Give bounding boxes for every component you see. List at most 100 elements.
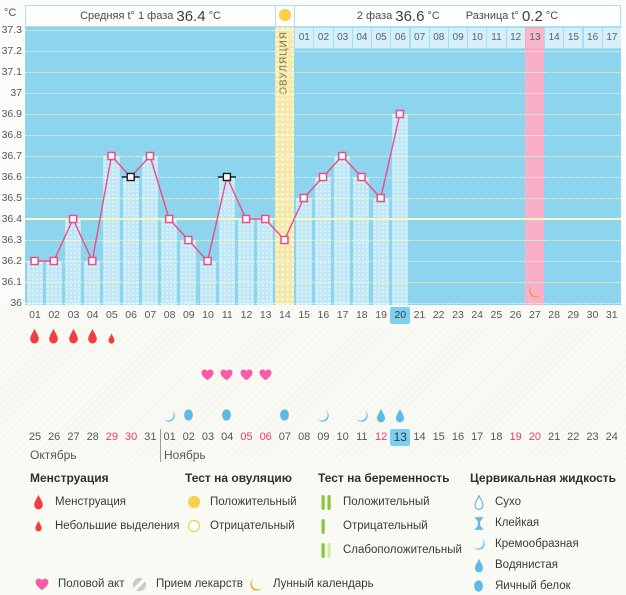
calendar-date[interactable]: 02 xyxy=(182,431,195,443)
calendar-date[interactable]: 01 xyxy=(163,431,176,443)
temperature-marker[interactable] xyxy=(30,256,39,266)
calendar-date[interactable]: 06 xyxy=(259,431,272,443)
temperature-marker[interactable] xyxy=(164,214,174,224)
cycle-day-label[interactable]: 02 xyxy=(48,309,61,321)
legend-item: Сухо xyxy=(470,493,521,511)
cycle-day-label[interactable]: 10 xyxy=(202,309,214,321)
cycle-day-label[interactable]: 27 xyxy=(529,309,541,321)
cycle-day-label[interactable]: 11 xyxy=(221,309,233,321)
calendar-date[interactable]: 21 xyxy=(547,431,561,443)
calendar-date[interactable]: 30 xyxy=(124,431,138,443)
temperature-marker[interactable] xyxy=(203,256,212,266)
temperature-marker[interactable] xyxy=(107,151,116,161)
temperature-marker[interactable] xyxy=(299,193,309,203)
cycle-day-label[interactable]: 26 xyxy=(509,309,522,321)
menstruation-drop-icon xyxy=(86,328,99,344)
cycle-day-label[interactable]: 08 xyxy=(163,309,176,321)
calendar-date[interactable]: 04 xyxy=(221,431,234,443)
cycle-day-label[interactable]: 09 xyxy=(182,309,195,321)
phase2-day-cell: 07 xyxy=(409,27,430,49)
y-axis-tick-label: 36.2 xyxy=(1,255,22,267)
cycle-day-label[interactable]: 20 xyxy=(390,307,411,324)
calendar-date[interactable]: 09 xyxy=(317,431,330,443)
cycle-day-label[interactable]: 16 xyxy=(317,309,330,321)
calendar-date[interactable]: 26 xyxy=(48,431,61,443)
legend-item: Водянистая xyxy=(470,556,558,574)
calendar-date[interactable]: 27 xyxy=(67,431,80,443)
temperature-marker[interactable] xyxy=(357,172,366,182)
calendar-date[interactable]: 19 xyxy=(509,431,522,443)
cervical-fluid-icon-drop-watery xyxy=(394,408,406,423)
temperature-marker-disturbed[interactable] xyxy=(126,172,135,182)
drop-icon xyxy=(30,494,47,510)
calendar-date[interactable]: 13 xyxy=(390,429,411,446)
temperature-marker[interactable] xyxy=(376,193,385,203)
day-temperature-column xyxy=(141,156,159,305)
cycle-day-label[interactable]: 22 xyxy=(432,309,445,321)
calendar-date[interactable]: 08 xyxy=(298,431,311,443)
calendar-date[interactable]: 17 xyxy=(471,431,484,443)
calendar-date[interactable]: 23 xyxy=(586,431,599,443)
cycle-day-label[interactable]: 04 xyxy=(86,309,99,321)
cycle-day-label[interactable]: 31 xyxy=(605,309,618,321)
cycle-day-label[interactable]: 07 xyxy=(144,309,157,321)
phase2-day-cell: 04 xyxy=(351,27,372,49)
calendar-date[interactable]: 14 xyxy=(413,431,426,443)
cycle-day-label[interactable]: 19 xyxy=(375,309,387,321)
legend-item: Яичный белок xyxy=(470,577,571,595)
cycle-day-label[interactable]: 15 xyxy=(298,309,311,321)
cycle-day-label[interactable]: 30 xyxy=(586,309,599,321)
temperature-marker[interactable] xyxy=(49,256,59,266)
cycle-day-label[interactable]: 14 xyxy=(279,309,291,321)
cycle-day-label[interactable]: 24 xyxy=(471,309,484,321)
calendar-date[interactable]: 18 xyxy=(490,431,503,443)
temperature-marker-disturbed[interactable] xyxy=(222,172,232,182)
day-temperature-column xyxy=(122,177,139,305)
pill-icon xyxy=(131,576,148,592)
cycle-day-label[interactable]: 21 xyxy=(413,309,426,321)
calendar-date[interactable]: 11 xyxy=(356,431,368,443)
calendar-date[interactable]: 29 xyxy=(105,431,119,443)
cycle-day-label[interactable]: 06 xyxy=(125,309,137,321)
temperature-marker[interactable] xyxy=(145,151,155,161)
calendar-date[interactable]: 16 xyxy=(451,431,465,443)
calendar-date[interactable]: 28 xyxy=(86,431,99,443)
cycle-day-label[interactable]: 17 xyxy=(336,309,349,321)
cycle-day-label[interactable]: 28 xyxy=(548,309,560,321)
bars-two-icon xyxy=(318,494,335,511)
calendar-date[interactable]: 12 xyxy=(374,431,388,443)
temperature-marker[interactable] xyxy=(88,256,97,266)
cycle-day-label[interactable]: 25 xyxy=(490,309,503,321)
temperature-marker[interactable] xyxy=(68,214,78,224)
cycle-day-label[interactable]: 23 xyxy=(452,309,464,321)
temperature-marker[interactable] xyxy=(318,172,328,182)
day-temperature-column xyxy=(295,198,312,305)
phase2-day-cell: 17 xyxy=(601,27,621,49)
cycle-day-label[interactable]: 03 xyxy=(67,309,80,321)
calendar-date[interactable]: 31 xyxy=(144,431,157,443)
cycle-day-label[interactable]: 05 xyxy=(106,309,118,321)
cycle-day-label[interactable]: 18 xyxy=(355,309,368,321)
calendar-date[interactable]: 10 xyxy=(336,431,349,443)
cycle-day-label[interactable]: 01 xyxy=(29,309,41,321)
temperature-marker[interactable] xyxy=(280,235,289,245)
temperature-marker[interactable] xyxy=(395,109,405,119)
gridline xyxy=(25,93,621,94)
temperature-marker[interactable] xyxy=(184,235,193,245)
cycle-day-label[interactable]: 12 xyxy=(240,309,253,321)
cycle-day-label[interactable]: 13 xyxy=(259,309,272,321)
temperature-marker[interactable] xyxy=(261,214,270,224)
calendar-date[interactable]: 20 xyxy=(528,431,542,443)
calendar-date[interactable]: 25 xyxy=(28,431,42,443)
calendar-date[interactable]: 22 xyxy=(567,431,580,443)
calendar-date[interactable]: 15 xyxy=(432,431,445,443)
calendar-date[interactable]: 03 xyxy=(201,431,215,443)
legend-item-label: Прием лекарств xyxy=(156,578,243,590)
temperature-marker[interactable] xyxy=(337,151,347,161)
moon-icon xyxy=(248,577,265,592)
calendar-date[interactable]: 05 xyxy=(240,431,253,443)
temperature-marker[interactable] xyxy=(241,214,251,224)
cycle-day-label[interactable]: 29 xyxy=(567,309,580,321)
calendar-date[interactable]: 07 xyxy=(278,431,292,443)
calendar-date[interactable]: 24 xyxy=(605,431,618,443)
